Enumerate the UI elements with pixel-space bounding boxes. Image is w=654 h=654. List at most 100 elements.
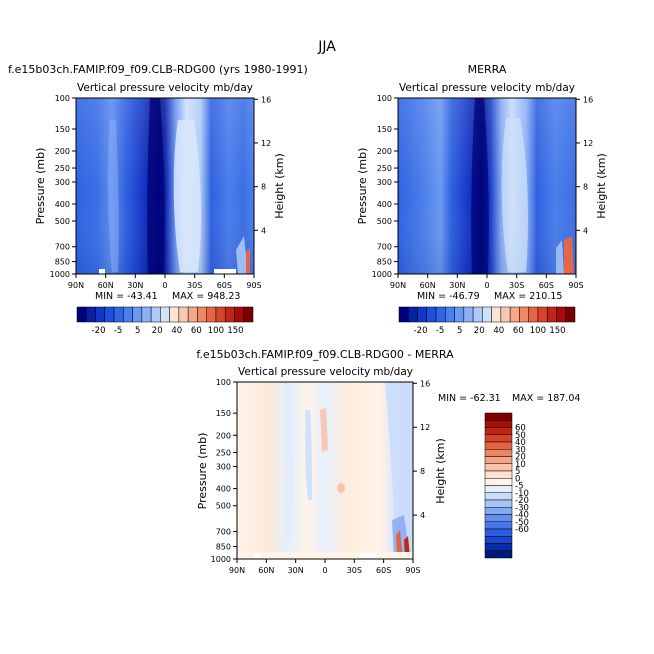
- colorbar-label: 50: [515, 431, 526, 441]
- colorbar-swatch: [484, 499, 513, 508]
- y-right-tick-label: 16: [420, 379, 430, 388]
- y-tick-label: 200: [377, 147, 392, 156]
- y-tick-label: 100: [216, 378, 231, 387]
- colorbar-swatch: [426, 306, 437, 323]
- y-tick-label: 700: [377, 243, 392, 252]
- colorbar-swatch: [398, 306, 409, 323]
- y-right-tick-label: 12: [420, 423, 430, 432]
- colorbar-label: 100: [208, 326, 224, 336]
- max-label: MAX = 187.04: [512, 393, 580, 404]
- colorbar-label: -20: [515, 496, 529, 506]
- colorbar-swatch: [408, 306, 418, 323]
- colorbar-swatch: [500, 306, 511, 323]
- x-tick-label: 60N: [98, 281, 114, 290]
- colorbar-swatch: [484, 412, 513, 421]
- colorbar-swatch: [243, 306, 254, 323]
- y-right-tick-label: 16: [583, 95, 593, 104]
- colorbar-swatch: [463, 306, 474, 323]
- y-tick-label: 250: [55, 164, 70, 173]
- y-tick-label: 400: [216, 485, 231, 494]
- axis-ticks: 90N 60N 30N 0 30S 60S 90S 100 150 200 250 300 400 500…: [211, 378, 431, 575]
- figure-title: JJA: [317, 39, 336, 55]
- y-axis-label: Pressure (mb): [356, 148, 369, 225]
- colorbar-swatch: [482, 306, 492, 323]
- colorbar-swatch: [484, 521, 513, 530]
- x-tick-label: 60S: [217, 281, 232, 290]
- colorbar-swatch: [484, 507, 513, 515]
- y-tick-label: 700: [216, 528, 231, 537]
- colorbar-label: -30: [515, 503, 529, 513]
- colorbar-label: 5: [457, 326, 462, 336]
- colorbar-swatch: [484, 449, 513, 457]
- colorbar-swatch: [565, 306, 576, 323]
- y-tick-label: 300: [55, 178, 70, 187]
- y-tick-label: 150: [55, 125, 70, 134]
- colorbar-swatch: [484, 456, 513, 464]
- colorbar-label: -10: [515, 489, 529, 499]
- colorbar-label: -5: [436, 326, 444, 336]
- heatmap-field: [237, 382, 413, 559]
- colorbar-model: -20 -5 5 20 40 60 100 150: [76, 306, 254, 336]
- panel-title: MERRA: [468, 63, 507, 76]
- y-tick-label: 400: [55, 200, 70, 209]
- y-right-tick-label: 4: [420, 511, 425, 520]
- y-tick-label: 100: [377, 94, 392, 103]
- x-tick-label: 90N: [390, 281, 406, 290]
- y-tick-label: 850: [216, 543, 231, 552]
- y-axis-right-label: Height (km): [595, 153, 608, 219]
- colorbar-swatch: [484, 441, 513, 450]
- colorbar-swatch: [484, 543, 513, 551]
- y-tick-label: 200: [55, 147, 70, 156]
- colorbar-label: 20: [474, 326, 485, 336]
- y-right-tick-label: 4: [583, 226, 588, 235]
- y-axis-right-label: Height (km): [434, 438, 447, 504]
- y-tick-label: 700: [55, 243, 70, 252]
- colorbar-label: 60: [513, 326, 524, 336]
- colorbar-label: -20: [414, 326, 428, 336]
- x-tick-label: 0: [162, 281, 167, 290]
- y-tick-label: 300: [216, 462, 231, 471]
- colorbar-label: 100: [530, 326, 546, 336]
- colorbar-swatch: [484, 550, 513, 559]
- min-label: MIN = -62.31: [438, 393, 501, 404]
- colorbar-swatch: [160, 306, 170, 323]
- y-tick-label: 100: [55, 94, 70, 103]
- x-tick-label: 30S: [347, 566, 362, 575]
- y-tick-label: 150: [377, 125, 392, 134]
- x-tick-label: 30N: [288, 566, 304, 575]
- colorbar-swatch: [537, 306, 548, 323]
- y-tick-label: 400: [377, 200, 392, 209]
- x-tick-label: 0: [484, 281, 489, 290]
- colorbar-swatch: [484, 478, 513, 486]
- y-right-tick-label: 8: [420, 467, 425, 476]
- panel-difference: f.e15b03ch.FAMIP.f09_f09.CLB-RDG00 - MER…: [196, 348, 580, 575]
- panel-title: f.e15b03ch.FAMIP.f09_f09.CLB-RDG00 (yrs …: [8, 63, 308, 76]
- colorbar-swatch: [454, 306, 465, 323]
- x-tick-label: 30S: [187, 281, 202, 290]
- y-tick-label: 200: [216, 431, 231, 440]
- colorbar-label: 40: [493, 326, 504, 336]
- colorbar-swatch: [484, 492, 513, 501]
- min-label: MIN = -43.41: [95, 291, 158, 302]
- colorbar-label: 150: [227, 326, 243, 336]
- colorbar-swatch: [95, 306, 106, 323]
- y-tick-label: 850: [377, 258, 392, 267]
- colorbar-swatch: [484, 463, 513, 472]
- max-label: MAX = 210.15: [494, 291, 562, 302]
- y-tick-label: 250: [377, 164, 392, 173]
- panel-subtitle-left: Vertical pressure velocity: [399, 82, 531, 94]
- y-right-tick-label: 12: [583, 139, 593, 148]
- x-tick-label: 90N: [229, 566, 245, 575]
- colorbar-label: -40: [515, 511, 529, 521]
- colorbar-swatch: [484, 434, 513, 443]
- panel-subtitle-right: mb/day: [213, 82, 253, 94]
- colorbar-label: 150: [549, 326, 565, 336]
- colorbar-swatch: [484, 485, 513, 493]
- panel-title: f.e15b03ch.FAMIP.f09_f09.CLB-RDG00 - MER…: [196, 348, 454, 361]
- y-axis-right-label: Height (km): [273, 153, 286, 219]
- x-tick-label: 60S: [539, 281, 554, 290]
- x-tick-label: 60N: [420, 281, 436, 290]
- y-tick-label: 500: [377, 217, 392, 226]
